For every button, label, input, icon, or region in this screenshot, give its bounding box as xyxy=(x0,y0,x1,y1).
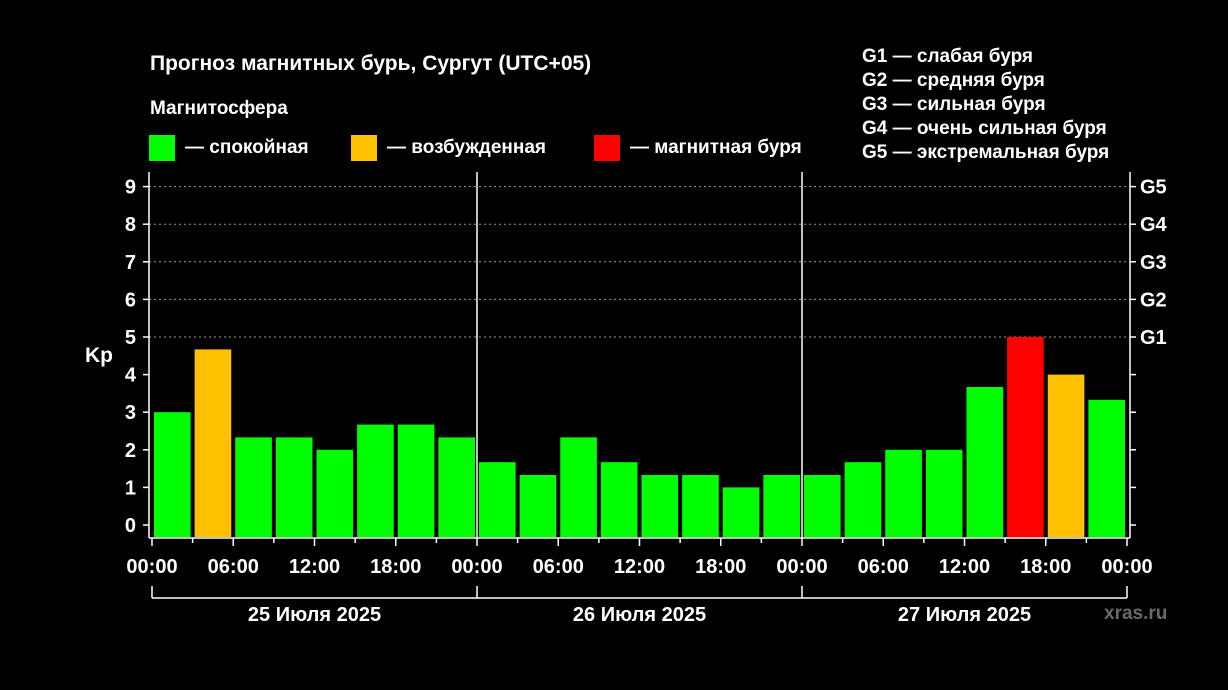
y-tick-label: 7 xyxy=(125,252,136,274)
x-tick-label: 18:00 xyxy=(1020,556,1071,578)
legend-item-calm: — спокойная xyxy=(149,135,309,161)
x-tick-label: 00:00 xyxy=(1101,556,1152,578)
bar xyxy=(1007,337,1044,537)
y-tick-label: 2 xyxy=(125,440,136,462)
x-tick-label: 06:00 xyxy=(858,556,909,578)
legend-item-active: — возбужденная xyxy=(351,135,546,161)
bar xyxy=(275,437,313,537)
day-label: 26 Июля 2025 xyxy=(573,604,706,626)
legend-swatch-storm xyxy=(594,135,620,161)
right-tick-label: G5 xyxy=(1140,177,1167,199)
y-axis-label: Kp xyxy=(85,344,113,367)
right-tick-label: G3 xyxy=(1140,252,1167,274)
x-tick-label: 12:00 xyxy=(939,556,990,578)
bar xyxy=(763,474,800,537)
bar xyxy=(885,449,922,537)
legend-label-storm: — магнитная буря xyxy=(630,137,802,158)
right-tick-label: G1 xyxy=(1140,327,1167,349)
bar xyxy=(357,424,394,537)
bar xyxy=(519,474,557,537)
bar xyxy=(1047,374,1085,537)
bar xyxy=(316,449,354,537)
bar xyxy=(844,462,882,537)
bar xyxy=(397,424,435,537)
day-label: 25 Июля 2025 xyxy=(248,604,381,626)
storm-level-legend: G1 — слабая буря G2 — средняя буря G3 — … xyxy=(862,45,1109,165)
bar xyxy=(641,474,679,537)
bar xyxy=(925,449,963,537)
bar xyxy=(966,387,1004,537)
bar xyxy=(154,412,191,537)
bar xyxy=(194,349,232,537)
x-tick-label: 12:00 xyxy=(614,556,665,578)
bar xyxy=(560,437,597,537)
storm-level-g3: G3 — сильная буря xyxy=(862,94,1046,115)
bar xyxy=(722,487,760,537)
bar xyxy=(682,474,719,537)
bar xyxy=(600,462,638,537)
y-tick-label: 9 xyxy=(125,177,136,199)
y-tick-label: 4 xyxy=(125,365,137,387)
bar xyxy=(804,474,841,537)
x-tick-label: 12:00 xyxy=(289,556,340,578)
storm-level-g5: G5 — экстремальная буря xyxy=(862,142,1110,163)
x-tick-label: 00:00 xyxy=(451,556,502,578)
y-tick-label: 1 xyxy=(125,477,136,499)
legend-item-storm: — магнитная буря xyxy=(594,135,802,161)
x-tick-label: 06:00 xyxy=(208,556,259,578)
legend-label-calm: — спокойная xyxy=(185,137,309,158)
bar xyxy=(438,437,475,537)
bar xyxy=(479,462,516,537)
y-tick-label: 0 xyxy=(125,515,136,537)
right-tick-label: G2 xyxy=(1140,289,1167,311)
x-tick-label: 18:00 xyxy=(370,556,421,578)
bar xyxy=(1088,399,1125,537)
x-tick-label: 00:00 xyxy=(126,556,177,578)
legend-label-active: — возбужденная xyxy=(387,137,547,158)
day-label: 27 Июля 2025 xyxy=(898,604,1031,626)
legend-swatch-calm xyxy=(149,135,175,161)
y-tick-label: 6 xyxy=(125,289,136,311)
y-tick-label: 8 xyxy=(125,214,136,236)
legend-swatch-active xyxy=(351,135,377,161)
storm-level-g4: G4 — очень сильная буря xyxy=(862,118,1107,139)
chart-title: Прогноз магнитных бурь, Сургут (UTC+05) xyxy=(150,52,592,75)
storm-level-g2: G2 — средняя буря xyxy=(862,70,1045,91)
x-tick-label: 18:00 xyxy=(695,556,746,578)
x-tick-label: 00:00 xyxy=(776,556,827,578)
x-tick-label: 06:00 xyxy=(533,556,584,578)
bar xyxy=(235,437,272,537)
y-tick-label: 5 xyxy=(125,327,136,349)
right-tick-label: G4 xyxy=(1140,214,1168,236)
storm-level-g1: G1 — слабая буря xyxy=(862,46,1034,67)
watermark: xras.ru xyxy=(1104,603,1168,624)
legend-heading: Магнитосфера xyxy=(150,98,288,119)
y-tick-label: 3 xyxy=(125,402,136,424)
